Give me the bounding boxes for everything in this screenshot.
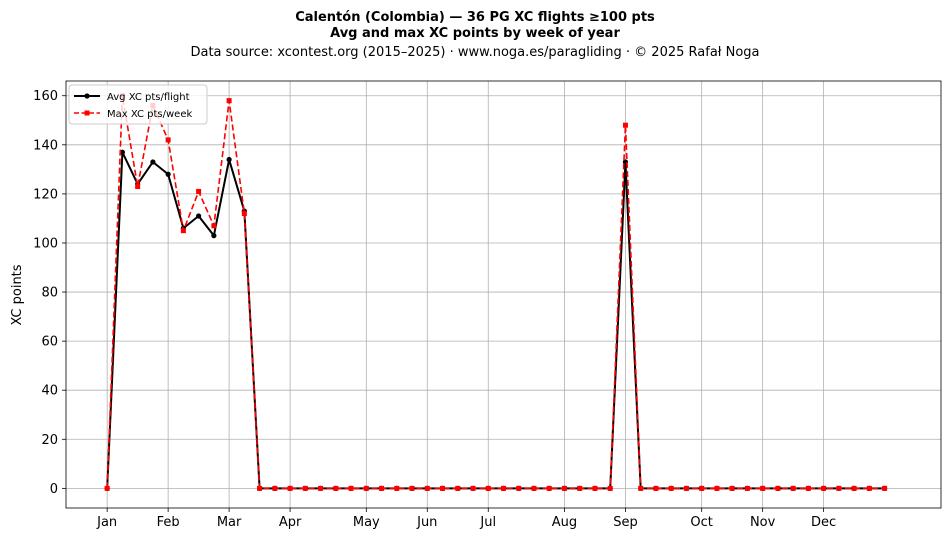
max-data-point xyxy=(866,485,872,491)
avg-data-point xyxy=(165,171,171,177)
max-data-point xyxy=(760,485,766,491)
series-lines xyxy=(104,93,888,491)
max-data-point xyxy=(622,122,628,128)
y-tick-label: 60 xyxy=(41,335,58,350)
avg-data-point xyxy=(119,149,126,155)
x-tick-label: Apr xyxy=(279,515,302,530)
max-data-point xyxy=(561,485,567,491)
max-data-point xyxy=(516,485,522,491)
max-data-point xyxy=(318,485,324,491)
legend-frame xyxy=(68,84,208,125)
avg-data-point xyxy=(211,233,217,239)
legend-label-avg: Avg XC pts/flight xyxy=(107,92,190,103)
max-data-point xyxy=(394,485,400,491)
max-data-point xyxy=(668,485,674,491)
max-data-point xyxy=(683,485,689,491)
x-tick-label: Jan xyxy=(96,515,117,530)
max-data-point xyxy=(409,485,415,491)
axes: Jan Feb Mar Apr May Jun Jul Aug Sep Oct Nov Dec 0 20 4… xyxy=(33,80,942,530)
max-data-point xyxy=(257,485,263,491)
max-data-point xyxy=(348,485,354,491)
max-data-point xyxy=(546,485,552,491)
max-data-point xyxy=(577,485,583,491)
max-data-point xyxy=(775,485,781,491)
legend-marker-avg xyxy=(84,93,90,99)
max-data-point xyxy=(699,485,705,491)
max-series-line xyxy=(106,94,885,490)
max-data-point xyxy=(424,485,430,491)
max-data-point xyxy=(241,211,247,217)
max-data-point xyxy=(805,485,811,491)
max-data-point xyxy=(135,184,141,190)
x-tick-label: Jun xyxy=(416,515,437,530)
y-tick-label: 40 xyxy=(41,384,58,399)
chart-subtitle: Avg and max XC points by week of year xyxy=(330,26,620,41)
chart-source-note: Data source: xcontest.org (2015–2025) · … xyxy=(190,45,759,60)
max-data-point xyxy=(882,485,888,491)
x-tick-label: Aug xyxy=(552,515,577,530)
y-tick-label: 20 xyxy=(41,433,58,448)
max-data-point xyxy=(821,485,827,491)
x-tick-label: May xyxy=(353,515,380,530)
avg-data-point xyxy=(226,156,232,163)
x-tick-label: Sep xyxy=(613,515,638,530)
y-tick-label: 140 xyxy=(33,138,58,153)
max-data-point xyxy=(455,485,461,491)
max-data-point xyxy=(379,485,385,491)
max-data-point xyxy=(333,485,339,491)
grid-lines xyxy=(66,81,941,508)
y-tick-label: 80 xyxy=(41,286,58,301)
y-tick-label: 120 xyxy=(33,187,58,202)
avg-data-point xyxy=(150,159,156,165)
y-tick-label: 160 xyxy=(33,89,58,104)
max-data-point xyxy=(851,485,857,491)
x-tick-label: Mar xyxy=(217,515,242,530)
chart-title: Calentón (Colombia) — 36 PG XC flights ≥… xyxy=(295,10,655,25)
max-data-point xyxy=(501,485,506,491)
max-data-point xyxy=(638,485,644,491)
y-tick-label: 100 xyxy=(33,236,58,251)
max-data-point xyxy=(196,188,202,194)
max-data-point xyxy=(165,137,171,143)
plot-frame xyxy=(65,80,942,509)
max-data-point xyxy=(104,485,110,491)
max-data-point xyxy=(836,485,842,491)
max-data-point xyxy=(211,223,217,229)
x-tick-label: Jul xyxy=(479,515,496,530)
max-data-point xyxy=(607,485,613,491)
max-data-point xyxy=(744,485,750,491)
max-data-point xyxy=(470,485,476,491)
max-data-point xyxy=(485,485,491,491)
max-data-point xyxy=(790,485,796,491)
avg-data-point xyxy=(196,213,202,219)
max-data-point xyxy=(653,485,659,491)
y-axis-label: XC points xyxy=(10,264,25,325)
max-data-point xyxy=(592,485,598,491)
legend-marker-max xyxy=(84,110,90,116)
x-tick-label: Nov xyxy=(750,515,776,530)
max-data-point xyxy=(287,485,293,491)
max-data-point xyxy=(180,228,186,234)
max-data-point xyxy=(729,485,735,491)
avg-series-line xyxy=(106,151,885,490)
max-data-point xyxy=(714,485,720,491)
max-data-point xyxy=(363,485,369,491)
max-data-point xyxy=(531,485,537,491)
legend-label-max: Max XC pts/week xyxy=(107,109,192,120)
x-tick-label: Dec xyxy=(811,515,836,530)
x-tick-label: Oct xyxy=(690,515,712,530)
max-data-point xyxy=(302,485,308,491)
max-data-point xyxy=(272,485,278,491)
max-data-point xyxy=(226,98,232,104)
max-data-point xyxy=(440,485,446,491)
x-tick-label: Feb xyxy=(157,515,180,530)
y-tick-label: 0 xyxy=(50,482,58,497)
legend: Avg XC pts/flight Max XC pts/week xyxy=(68,84,208,125)
